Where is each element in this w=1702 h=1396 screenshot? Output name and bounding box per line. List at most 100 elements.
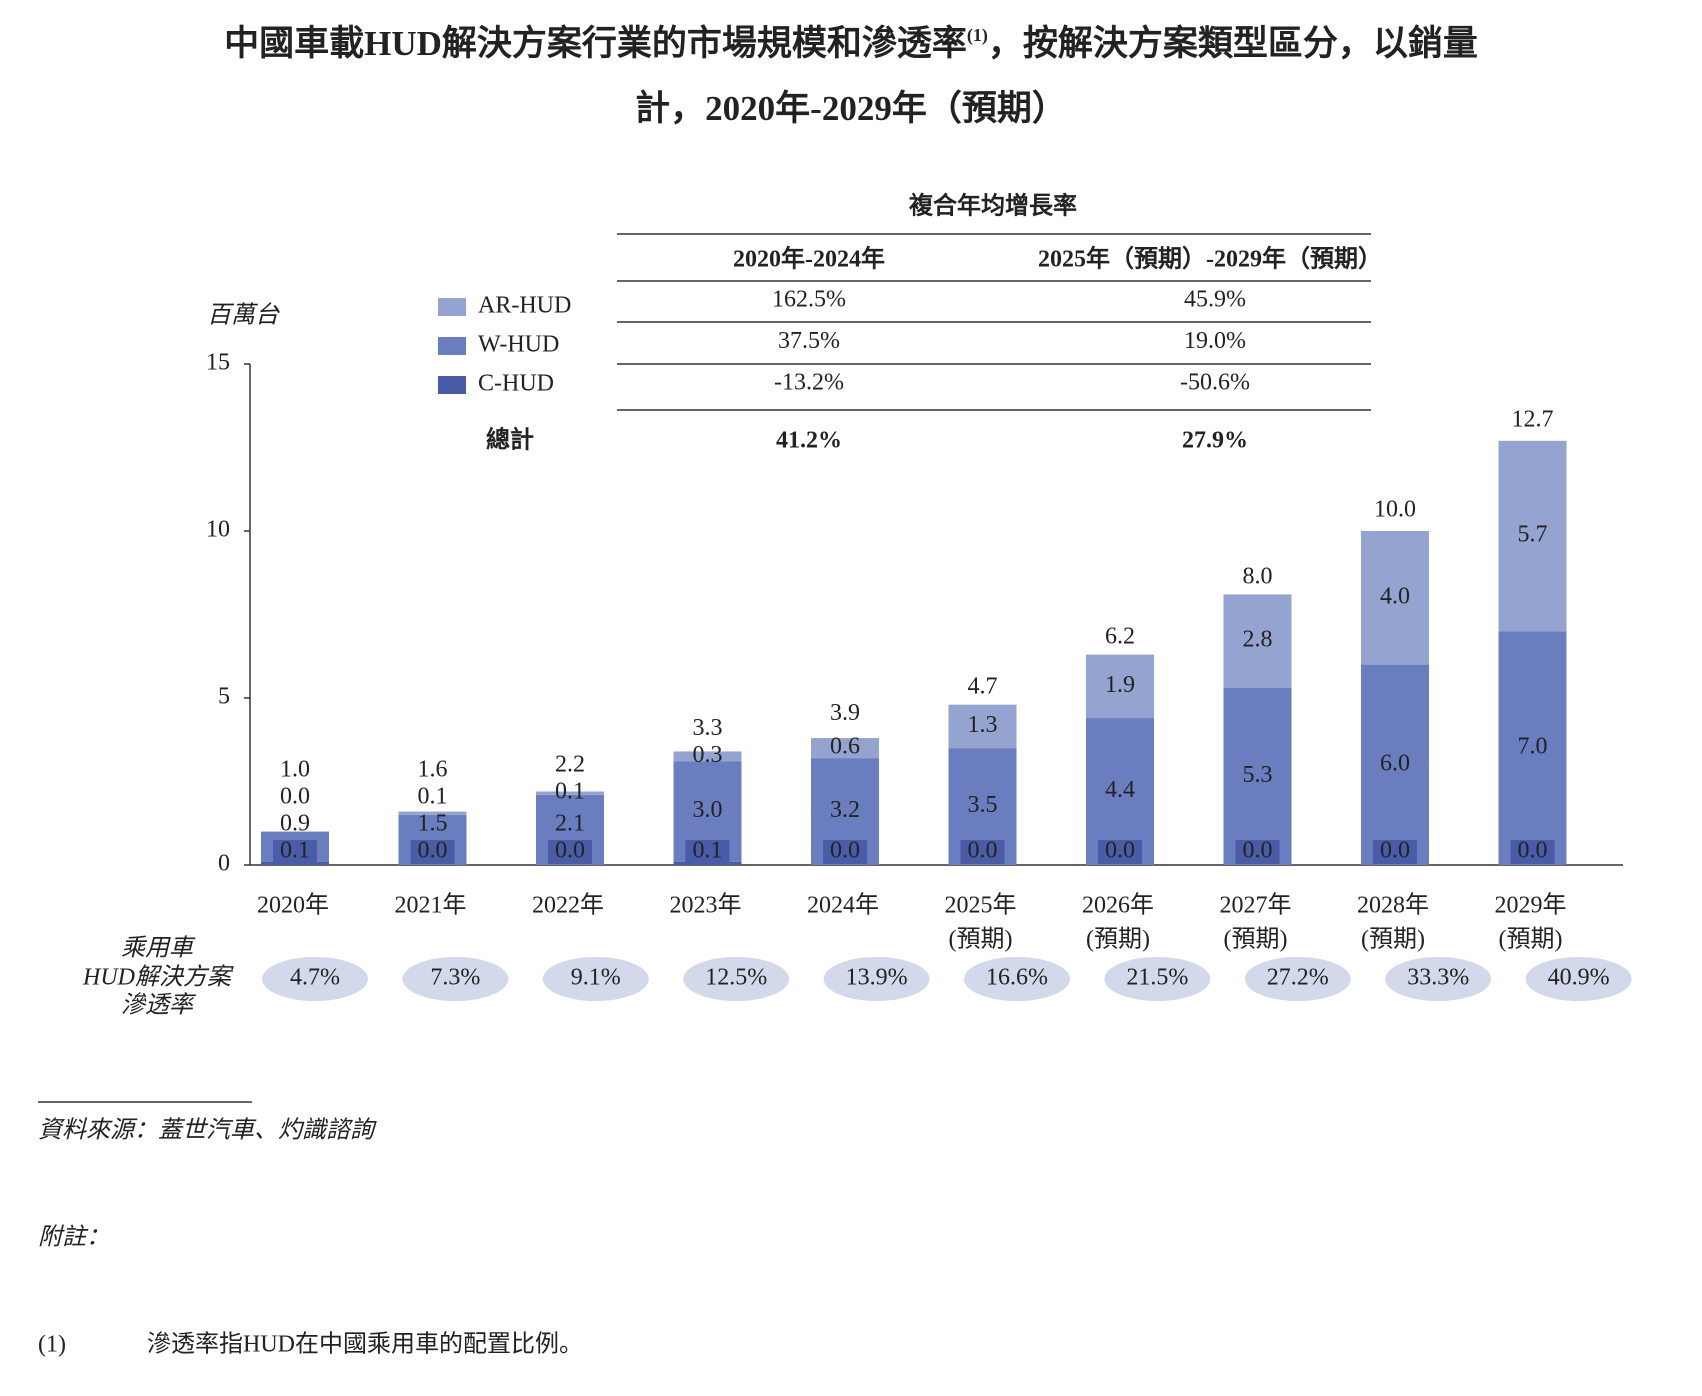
table-rules (617, 233, 1371, 411)
total-label: 4.7 (968, 674, 998, 700)
penetration-value: 40.9% (1548, 965, 1610, 991)
total-label: 3.3 (693, 715, 723, 741)
x-tick-label: 2024年 (807, 892, 879, 919)
total-label: 6.2 (1105, 623, 1135, 649)
x-tick-label: (預期) (949, 927, 1013, 953)
value-label: 0.9 (280, 811, 310, 837)
y-tick-label: 10 (206, 517, 230, 543)
chart-title: 計，2020年-2029年（預期） (635, 89, 1067, 128)
table-cell: 45.9% (1184, 287, 1246, 313)
total-label: 3.9 (830, 700, 860, 726)
x-tick-label: 2022年 (532, 892, 604, 919)
table-title: 複合年均增長率 (909, 192, 1077, 220)
bar-segment (1223, 687, 1292, 865)
total-label: 1.0 (280, 757, 310, 783)
y-tick-label: 0 (218, 851, 230, 877)
note-marker: (1) (38, 1332, 66, 1358)
title-part: ，按解決方案類型區分，以銷量 (988, 24, 1478, 63)
legend-swatch (438, 337, 466, 355)
label-box (273, 840, 317, 864)
value-label: 0.1 (555, 779, 585, 805)
label-box (960, 840, 1005, 864)
table-column: 2020年-2024年 (733, 245, 885, 273)
x-tick-label: 2028年 (1357, 892, 1429, 919)
title-part: 中國車載HUD解決方案行業的市場規模和滲透率 (224, 24, 967, 63)
penetration-bubble (823, 957, 930, 1001)
legend-label: C-HUD (478, 371, 554, 397)
note-text: 滲透率指HUD在中國乘用車的配置比例。 (147, 1331, 583, 1358)
total-label: 2.2 (555, 752, 585, 778)
value-label: 3.0 (693, 797, 723, 823)
bar-segment (398, 811, 467, 815)
legend-label: AR-HUD (478, 293, 571, 319)
value-label: 3.2 (830, 797, 860, 823)
y-tick-label: 15 (206, 350, 230, 376)
label-box (1098, 840, 1142, 864)
x-tick-label: 2020年 (257, 892, 329, 919)
value-label: 1.3 (968, 712, 998, 738)
label-box (685, 840, 730, 864)
penetration-value: 9.1% (571, 965, 621, 991)
table-cell: -50.6% (1180, 370, 1250, 396)
title-note: (1) (967, 25, 988, 46)
bar-segment (1498, 631, 1567, 865)
label-box (1373, 840, 1417, 864)
value-label: 0.1 (280, 838, 310, 864)
penetration-value: 12.5% (705, 965, 767, 991)
bar-segment (673, 751, 742, 762)
penetration-bubble (1244, 957, 1351, 1001)
value-label: 0.0 (1380, 838, 1410, 864)
total-label: 10.0 (1374, 497, 1416, 523)
penetration-bubble (402, 957, 509, 1001)
legend-label: W-HUD (478, 332, 559, 358)
x-tick-label: (預期) (1499, 927, 1563, 953)
value-label: 0.0 (968, 838, 998, 864)
bar-segment (1223, 594, 1292, 688)
row-label: 乘用車 (121, 935, 196, 962)
row-label: 滲透率 (121, 992, 197, 1019)
total-label: 1.6 (418, 757, 448, 783)
penetration-bubble (1525, 957, 1632, 1001)
penetration-value: 33.3% (1407, 965, 1469, 991)
legend-swatch (438, 376, 466, 394)
x-tick-label: (預期) (1361, 927, 1425, 953)
penetration-bubble (1104, 957, 1211, 1001)
x-tick-label: 2023年 (670, 892, 742, 919)
bar-segment (1361, 664, 1429, 865)
bar-segment (811, 738, 879, 759)
y-axis-label: 百萬台 (207, 302, 280, 329)
table-cell: 19.0% (1184, 328, 1246, 354)
penetration-bubble (262, 957, 368, 1001)
penetration-value: 16.6% (986, 965, 1048, 991)
value-label: 0.0 (1518, 838, 1548, 864)
table-cell: 41.2% (776, 428, 842, 454)
table-cell: 37.5% (778, 328, 840, 354)
table-cell: 27.9% (1182, 428, 1248, 454)
value-label: 5.3 (1243, 762, 1273, 788)
value-label: 0.0 (830, 838, 860, 864)
total-label: 12.7 (1512, 406, 1554, 432)
legend-swatch (438, 298, 466, 316)
label-box (548, 840, 592, 864)
x-tick-label: 2026年 (1082, 892, 1154, 919)
penetration-value: 13.9% (846, 965, 908, 991)
value-label: 0.0 (555, 838, 585, 864)
value-label: 0.1 (693, 838, 723, 864)
table-column: 2025年（預期）-2029年（預期） (1038, 245, 1382, 273)
penetration-value: 21.5% (1126, 965, 1188, 991)
y-tick-label: 5 (218, 684, 230, 710)
x-tick-label: 2021年 (395, 892, 467, 919)
table-cell: -13.2% (774, 370, 844, 396)
penetration-value: 27.2% (1267, 965, 1329, 991)
value-label: 0.0 (418, 838, 448, 864)
source: 資料來源：蓋世汽車、灼識諮詢 (38, 1117, 377, 1144)
chart-title: 中國車載HUD解決方案行業的市場規模和滲透率(1)，按解決方案類型區分，以銷量 (224, 24, 1478, 63)
bar-segment (1361, 531, 1429, 665)
table-cell: 162.5% (772, 287, 846, 313)
value-label: 1.9 (1105, 672, 1135, 698)
bar-segment (948, 704, 1017, 749)
bar-segment (536, 791, 604, 795)
notes-title: 附註： (38, 1224, 110, 1251)
